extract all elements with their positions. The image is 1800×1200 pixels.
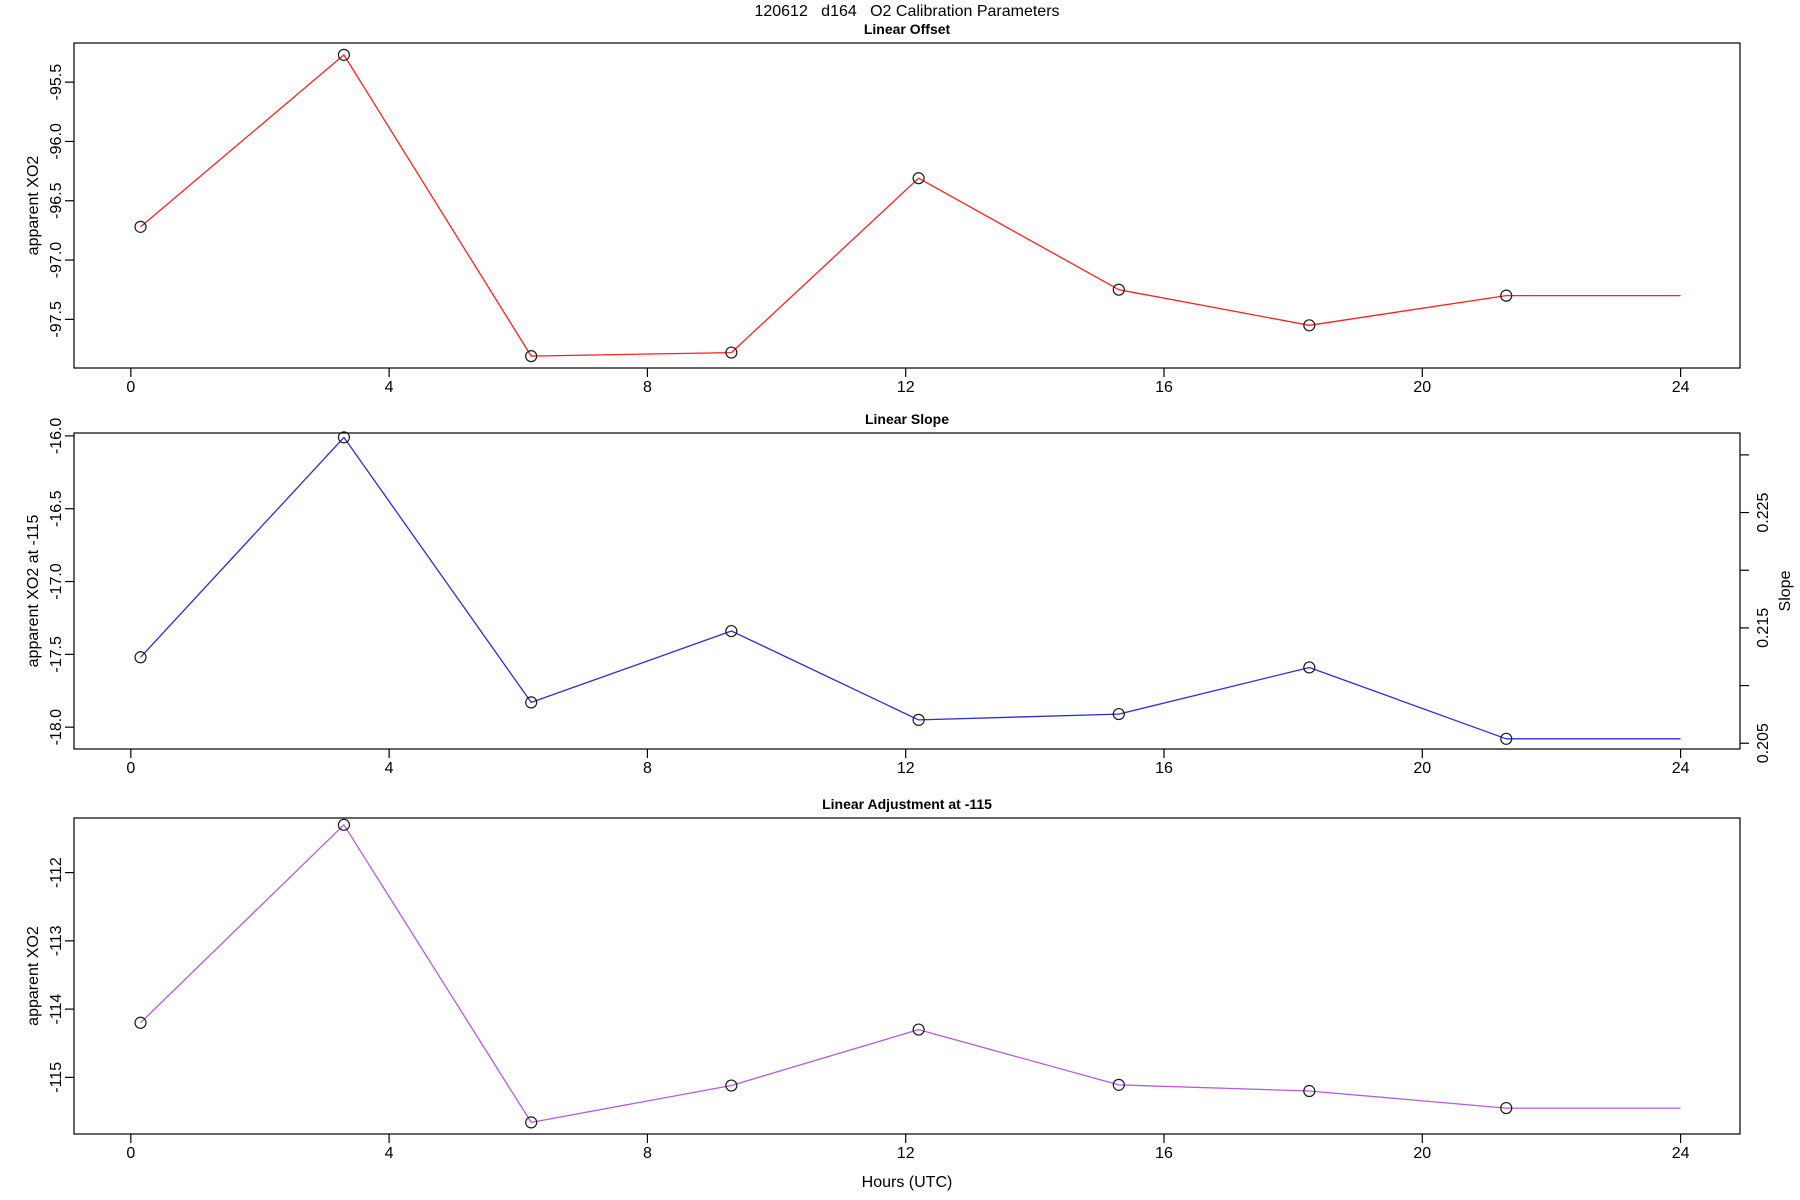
panel-2-data-marker: [725, 624, 738, 638]
panel-2-y-tick-label: -16.5: [48, 490, 65, 527]
panel-1-data-marker: [134, 220, 147, 233]
panel-2-data-marker: [337, 431, 351, 444]
panel-1-y-tick-label: -97.0: [48, 242, 65, 279]
panel-2-data-marker: [912, 713, 925, 726]
panel-2-y-tick-label: -18.0: [48, 709, 65, 746]
panel-2-right-tick-label: 0.215: [1755, 608, 1772, 648]
panel-2-series-line: [140, 436, 1681, 740]
panel-1-series-line: [140, 54, 1681, 357]
panel-1-title: Linear Offset: [864, 21, 951, 37]
panel-1-data-marker: [337, 48, 351, 61]
panel-1-x-tick-label: 8: [643, 379, 652, 396]
panel-1-y-tick-label: -96.0: [48, 123, 65, 160]
panel-1-x-tick-label: 20: [1413, 379, 1431, 396]
panel-1-data-marker: [725, 346, 738, 359]
panel-2-y-tick-label: -17.0: [48, 563, 65, 600]
panel-3-data-marker: [1112, 1078, 1125, 1091]
panel-3-data-marker: [525, 1116, 538, 1129]
panel-3-y-tick-label: -115: [48, 1062, 65, 1093]
panel-1-y-tick-label: -97.5: [48, 301, 65, 338]
panel-2-right-axis-title: Slope: [1777, 570, 1794, 611]
panel-2-y-axis-title: apparent XO2 at -115: [25, 515, 42, 668]
panel-1-plot-box: [73, 42, 1741, 369]
panel-2-x-tick-label: 12: [897, 760, 915, 777]
panel-1-data-marker: [912, 172, 925, 185]
panel-3-data-marker: [337, 818, 351, 831]
panel-3-x-tick-label: 12: [897, 1145, 915, 1162]
panel-2-plot-box: [73, 432, 1741, 750]
panel-1-y-tick-label: -95.5: [48, 64, 65, 101]
panel-2-title: Linear Slope: [865, 411, 949, 427]
panel-3-data-marker: [725, 1079, 738, 1092]
panel-3-x-tick-label: 20: [1413, 1145, 1431, 1162]
panel-2-y-tick-label: -16.0: [48, 418, 65, 455]
panel-1-x-tick-label: 12: [897, 379, 915, 396]
panel-1-y-tick-label: -96.5: [48, 182, 65, 219]
x-axis-title: Hours (UTC): [861, 1174, 953, 1191]
panel-3-data-marker: [1303, 1084, 1316, 1098]
panel-3-data-marker: [912, 1023, 925, 1036]
panel-2-x-tick-label: 20: [1413, 760, 1431, 777]
panel-2-x-tick-label: 4: [385, 760, 394, 777]
panel-1-data-marker: [525, 350, 538, 363]
panel-1-data-marker: [1303, 319, 1316, 332]
panel-3-title: Linear Adjustment at -115: [822, 796, 992, 812]
panel-1-x-tick-label: 16: [1155, 379, 1173, 396]
figure-title: 120612 d164 O2 Calibration Parameters: [754, 3, 1060, 20]
panel-3-y-tick-label: -113: [48, 925, 65, 956]
panel-2-data-marker: [134, 651, 147, 664]
panel-2-data-marker: [1303, 661, 1316, 674]
panel-1-y-axis-title: apparent XO2: [25, 156, 42, 256]
panel-3-x-tick-label: 4: [385, 1145, 394, 1162]
panel-2-data-marker: [525, 696, 538, 709]
panel-2-x-tick-label: 8: [643, 760, 652, 777]
panel-2-data-marker: [1112, 707, 1125, 721]
panel-3-data-marker: [1500, 1101, 1513, 1115]
panel-3-series-line: [140, 824, 1681, 1124]
panel-2-y-tick-label: -17.5: [48, 636, 65, 673]
panel-1-x-tick-label: 0: [126, 379, 135, 396]
panel-2-right-tick-label: 0.225: [1755, 492, 1772, 532]
panel-3-y-tick-label: -114: [48, 994, 65, 1025]
panel-2-data-marker: [1500, 732, 1513, 745]
panel-2-x-tick-label: 16: [1155, 760, 1173, 777]
panel-1-data-marker: [1112, 283, 1125, 296]
panel-3-x-tick-label: 24: [1672, 1145, 1690, 1162]
panel-1-x-tick-label: 4: [385, 379, 394, 396]
panel-1-data-marker: [1500, 289, 1513, 302]
panel-3-y-tick-label: -112: [48, 857, 65, 888]
panel-1-x-tick-label: 24: [1672, 379, 1690, 396]
panel-3-data-marker: [134, 1016, 147, 1029]
panel-3-y-axis-title: apparent XO2: [25, 926, 42, 1026]
panel-3-plot-box: [73, 817, 1741, 1135]
panel-2-right-tick-label: 0.205: [1755, 723, 1772, 763]
panel-2-x-tick-label: 0: [126, 760, 135, 777]
panel-3-x-tick-label: 8: [643, 1145, 652, 1162]
panel-3-x-tick-label: 0: [126, 1145, 135, 1162]
panel-2-x-tick-label: 24: [1672, 760, 1690, 777]
panel-3-x-tick-label: 16: [1155, 1145, 1173, 1162]
